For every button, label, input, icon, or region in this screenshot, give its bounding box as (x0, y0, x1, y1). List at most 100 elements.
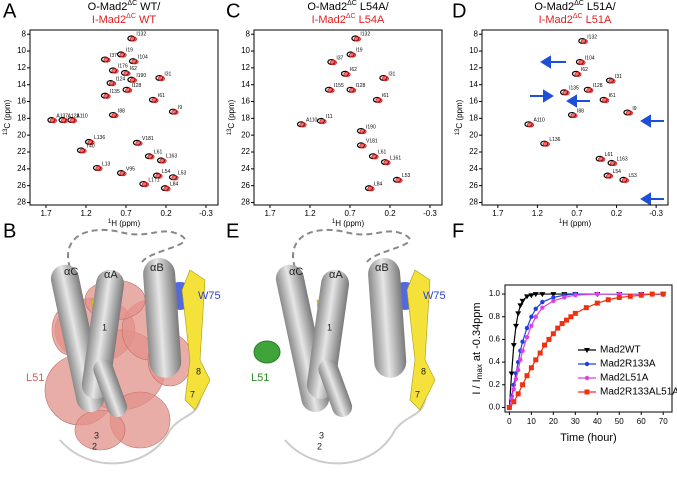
y-tick-label: 0.8 (489, 312, 501, 321)
marker (559, 321, 565, 327)
peak-i (375, 97, 383, 104)
peak-label: I128 (593, 83, 603, 89)
peak-label: I62 (581, 67, 588, 73)
y-tick-label: 12 (469, 63, 478, 72)
marker (510, 343, 517, 349)
structure-label: W75 (198, 290, 221, 302)
peak-i (353, 36, 361, 42)
structure-b: αC αA αB W75 L51 1 32 8 7 (26, 228, 221, 465)
peak-i (103, 93, 111, 99)
peak-label: L161 (390, 155, 401, 161)
peak-label: A110 (306, 118, 318, 124)
structure-label: 8 (196, 366, 201, 376)
y-tick-label: 0.2 (489, 380, 501, 389)
peak-label: I31 (388, 71, 395, 77)
y-axis-label: 13C (ppm) (3, 99, 13, 135)
text-part: L54A/ (357, 1, 390, 13)
text-part: WT (136, 14, 156, 26)
x-axis-label: 1H (ppm) (332, 219, 365, 229)
y-axis-label: 13C (ppm) (455, 99, 465, 135)
peak-i (155, 173, 163, 179)
peak-label: I190 (136, 73, 146, 79)
y-tick-label: 14 (469, 80, 478, 89)
peak-i (381, 75, 389, 82)
peak-i (129, 77, 137, 83)
peak-i (109, 81, 117, 87)
peak-label: I190 (366, 124, 376, 130)
peak-label: L84 (374, 182, 383, 188)
peak-label: L136 (549, 137, 560, 143)
marker (550, 292, 557, 298)
y-tick-label: 22 (17, 147, 26, 156)
marker (529, 323, 534, 329)
y-tick-label: 16 (241, 97, 250, 106)
marker (537, 350, 543, 356)
x-tick-label: 30 (571, 417, 580, 426)
peak-label: I124 (116, 76, 126, 82)
peak-label: I19 (356, 48, 363, 54)
panel-letter: B (3, 220, 16, 242)
y-tick-label: 26 (469, 181, 478, 190)
peak-label: I62 (350, 67, 357, 73)
peak-i (151, 97, 159, 104)
marker (595, 291, 600, 297)
y-tick-label: 18 (17, 113, 26, 122)
peak-i (359, 128, 367, 135)
marker (520, 339, 525, 344)
structure-label: 1 (327, 322, 332, 332)
peak-label: I61 (158, 93, 165, 99)
peak-label: I128 (132, 83, 142, 89)
text-part: 13 (227, 128, 233, 135)
marker (583, 305, 589, 311)
x-tick-label: 60 (637, 417, 646, 426)
y-tick-label: 20 (469, 130, 478, 139)
y-tick-label: 22 (241, 147, 250, 156)
structure-label: αB (375, 262, 389, 274)
marker (532, 292, 539, 298)
marker (523, 294, 530, 300)
peak-label: L61 (605, 152, 614, 158)
text-part: ΔC (573, 13, 583, 20)
peak-label: L54 (162, 169, 171, 175)
peak-label: L53 (178, 171, 187, 177)
legend-label: Mad2WT (600, 345, 641, 356)
text-part: WT/ (137, 1, 161, 13)
peak-label: I155 (334, 83, 344, 89)
x-tick-label: 1.2 (532, 209, 544, 218)
peak-i (580, 38, 588, 45)
marker (511, 399, 517, 405)
panel-letter: D (452, 0, 466, 22)
peak-label: I61 (609, 93, 616, 99)
peak-i (343, 71, 351, 77)
x-tick-label: 0.2 (160, 209, 172, 218)
marker (512, 323, 519, 329)
peak-i (367, 186, 375, 192)
structure-label: 7 (415, 389, 420, 399)
y-tick-label: 16 (17, 97, 26, 106)
text-part: I-Mad2 (92, 14, 126, 26)
marker (520, 382, 526, 388)
x-axis-label: 1H (ppm) (108, 219, 141, 229)
peak-label: L53 (628, 173, 637, 179)
peak-i (526, 122, 535, 128)
marker (649, 291, 655, 297)
text-part: C (ppm) (3, 99, 12, 128)
helix (143, 257, 182, 378)
arrows (530, 55, 664, 206)
y-axis-label: 13C (ppm) (227, 99, 237, 135)
peak-label: I128 (356, 83, 366, 89)
y-tick-label: 26 (17, 181, 26, 190)
peak-i (348, 87, 357, 93)
marker (506, 404, 512, 410)
plot-frame (253, 29, 443, 206)
structure-label: 1 (102, 322, 107, 332)
y-tick-label: 22 (469, 147, 478, 156)
y-tick-label: 18 (241, 113, 250, 122)
peak-i (119, 52, 127, 58)
peak-label: L163 (617, 156, 628, 162)
peak-label: I19 (126, 48, 133, 54)
x-tick-label: 1.2 (80, 209, 92, 218)
peak-i (87, 139, 95, 146)
text-part: 13 (3, 128, 9, 135)
y-tick-label: 28 (469, 198, 478, 207)
